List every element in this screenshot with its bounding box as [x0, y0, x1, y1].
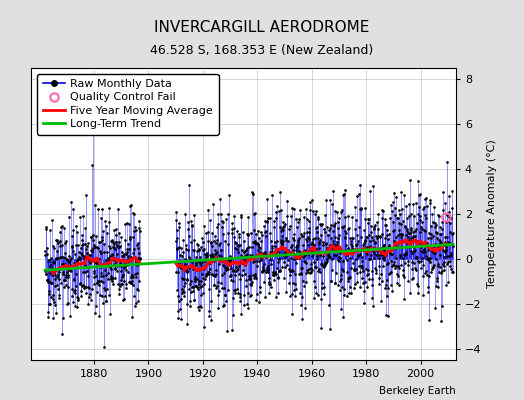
- Legend: Raw Monthly Data, Quality Control Fail, Five Year Moving Average, Long-Term Tren: Raw Monthly Data, Quality Control Fail, …: [37, 74, 219, 135]
- Y-axis label: Temperature Anomaly (°C): Temperature Anomaly (°C): [487, 140, 497, 288]
- Text: INVERCARGILL AERODROME: INVERCARGILL AERODROME: [154, 20, 370, 35]
- Text: Berkeley Earth: Berkeley Earth: [379, 386, 456, 396]
- Text: 46.528 S, 168.353 E (New Zealand): 46.528 S, 168.353 E (New Zealand): [150, 44, 374, 57]
